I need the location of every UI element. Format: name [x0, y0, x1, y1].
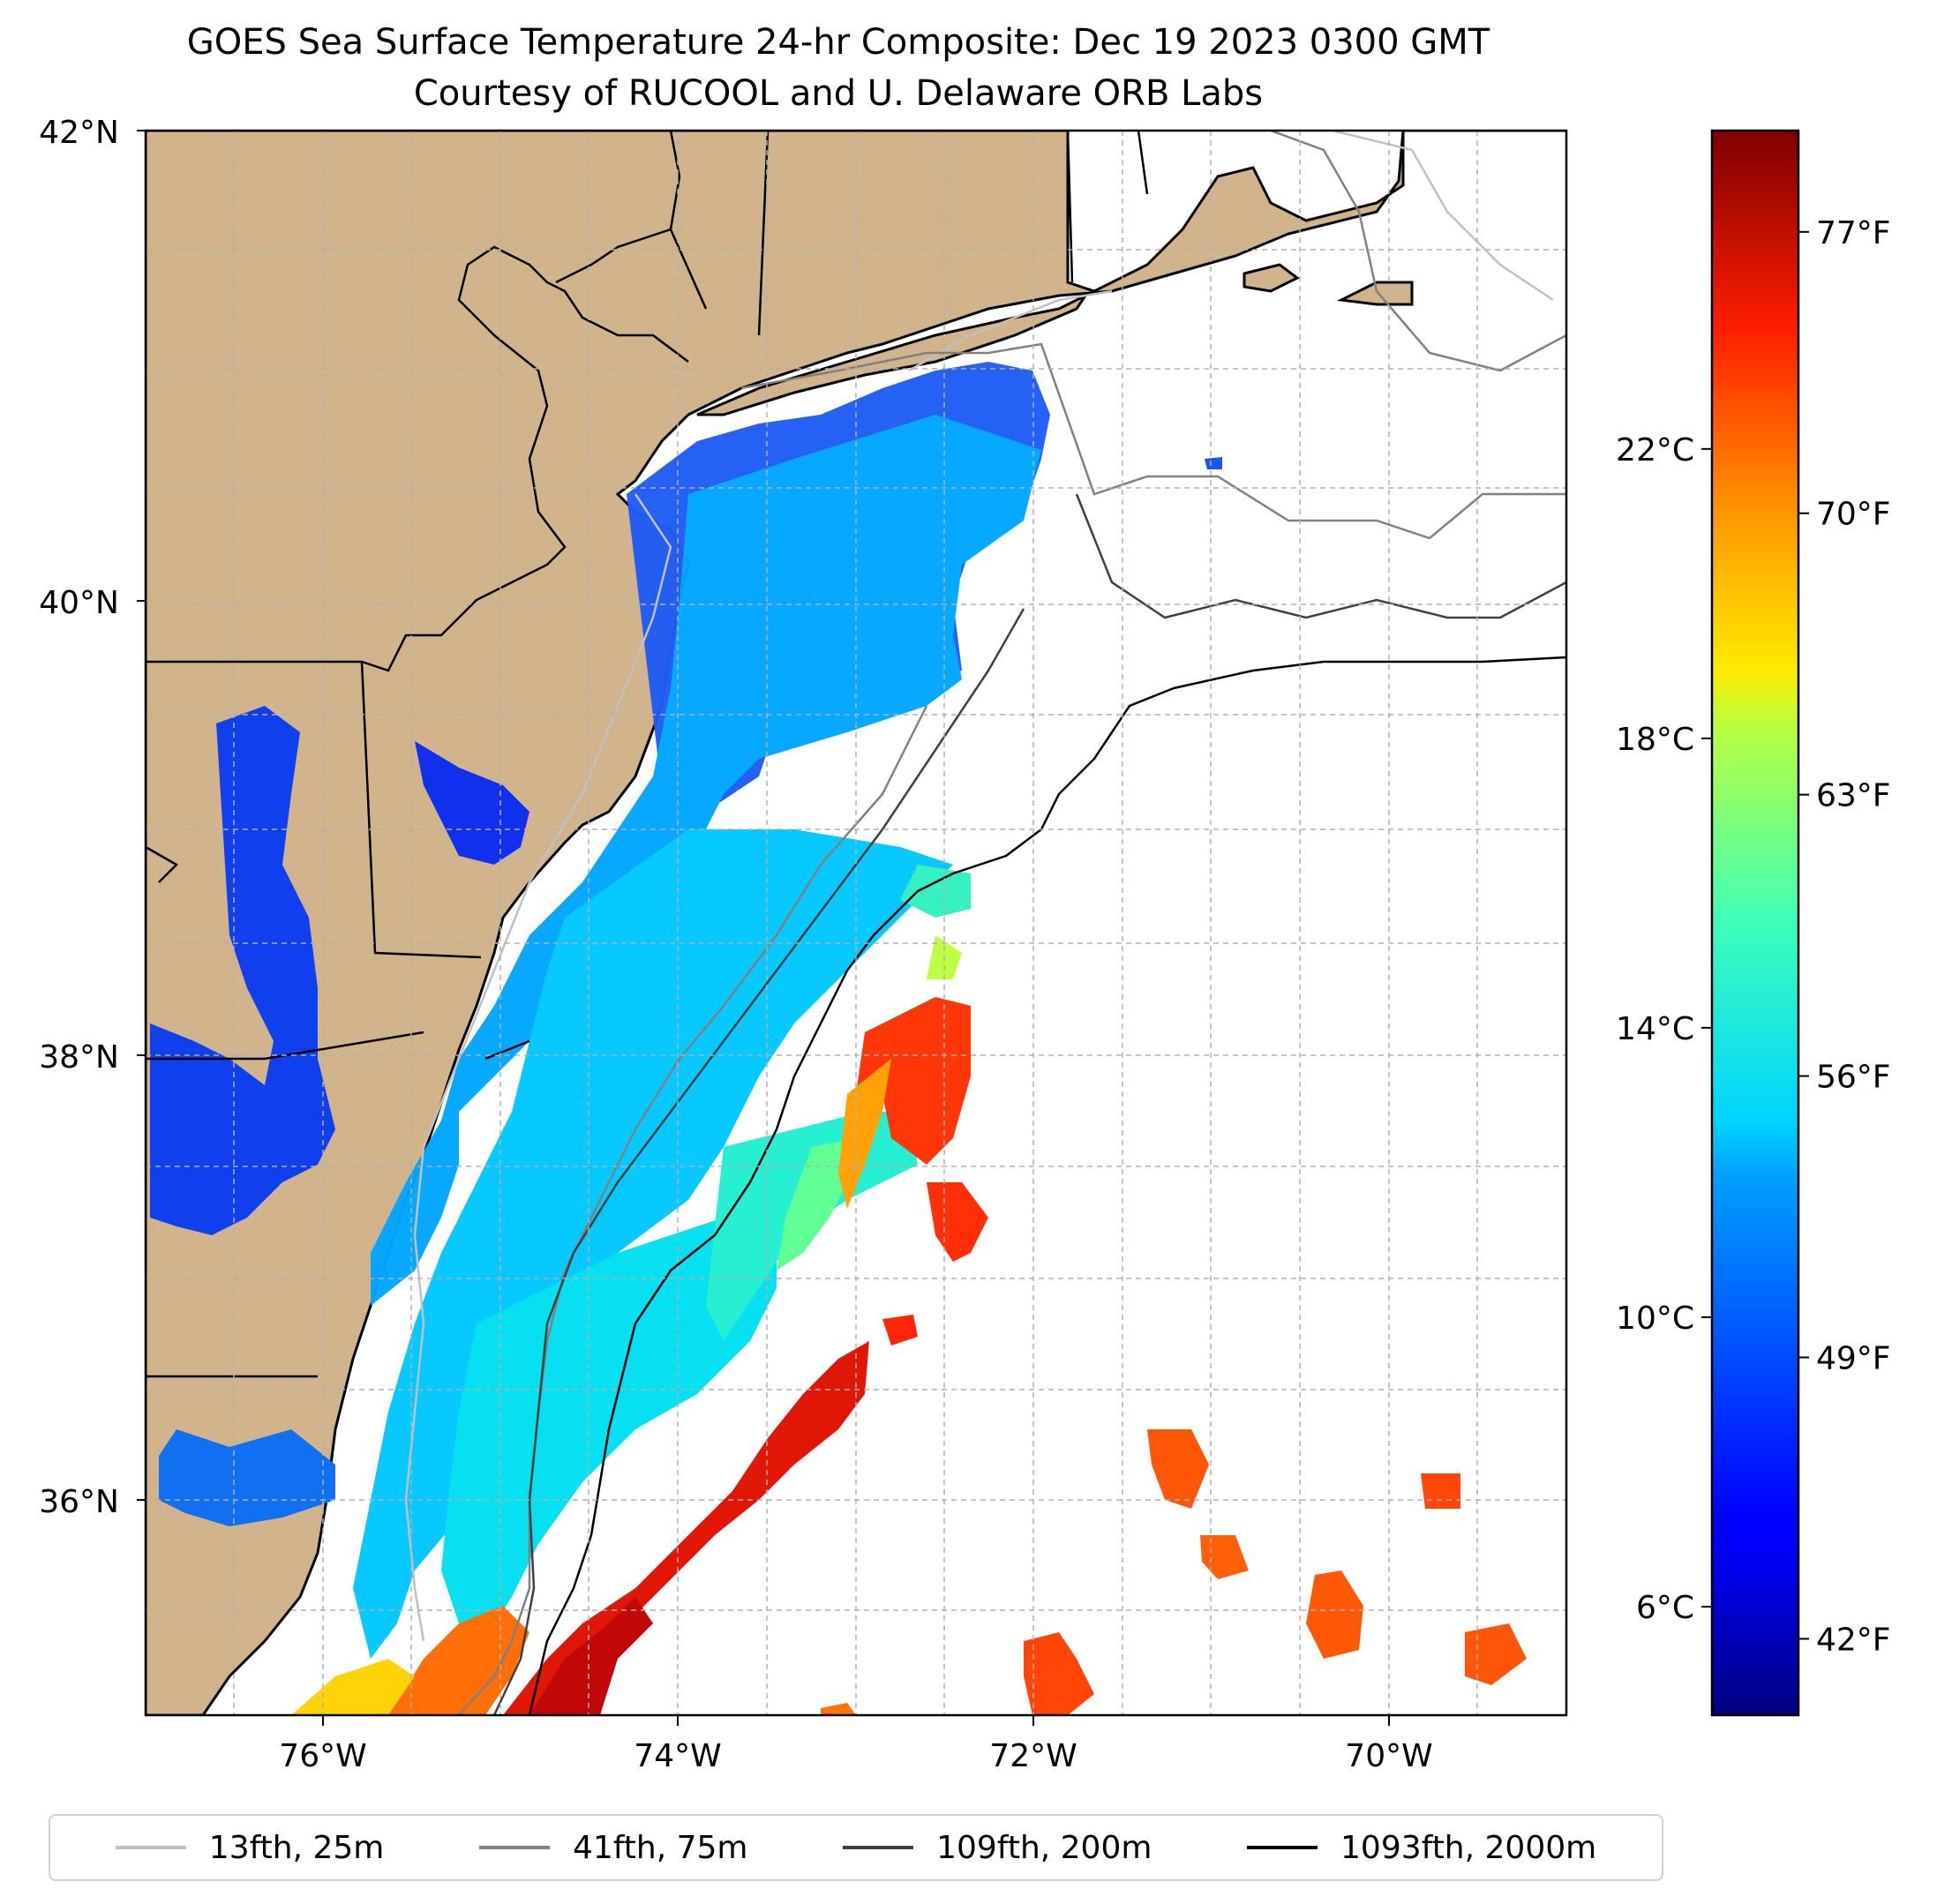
lat-ticks — [137, 130, 146, 1501]
islands — [1243, 263, 1300, 293]
cape-cod — [1336, 281, 1414, 306]
colorbar-fahrenheit-label: 77°F — [1816, 215, 1891, 251]
legend-item: 13fth, 25m — [115, 1829, 385, 1866]
colorbar — [1710, 129, 1800, 1717]
lon-label-74: 74°W — [634, 1738, 721, 1774]
legend-label-2000m: 1093fth, 2000m — [1340, 1829, 1597, 1866]
lon-label-70: 70°W — [1345, 1738, 1432, 1774]
graticule — [146, 131, 1566, 1715]
lat-label-40: 40°N — [39, 585, 119, 621]
legend-label-75m: 41fth, 75m — [572, 1829, 748, 1866]
colorbar-ticks: 22°C 18°C 14°C 10°C 6°C 77°F 70°F 63°F 56°F 49°F 4… — [1616, 215, 1890, 1659]
colorbar-celsius-label: 10°C — [1616, 1301, 1694, 1337]
legend-swatch-2000m — [1247, 1846, 1318, 1849]
legend: 13fth, 25m 41fth, 75m 109fth, 200m 1093f… — [49, 1814, 1663, 1881]
legend-label-200m: 109fth, 200m — [936, 1829, 1152, 1866]
lon-ticks — [322, 1715, 1390, 1726]
colorbar-fahrenheit-label: 70°F — [1816, 497, 1891, 533]
gulf-stream — [503, 1341, 869, 1715]
lon-label-76: 76°W — [279, 1738, 366, 1774]
colorbar-fahrenheit-label: 63°F — [1816, 778, 1891, 814]
colorbar-fahrenheit-label: 49°F — [1816, 1341, 1891, 1377]
colorbar-fahrenheit-label: 56°F — [1816, 1060, 1891, 1096]
legend-label-25m: 13fth, 25m — [208, 1829, 385, 1866]
legend-item: 109fth, 200m — [843, 1830, 1152, 1866]
state-borders — [146, 131, 1149, 1378]
colorbar-celsius-label: 6°C — [1636, 1590, 1694, 1626]
legend-item: 1093fth, 2000m — [1247, 1830, 1596, 1866]
legend-swatch-25m — [115, 1846, 186, 1849]
map-subtitle: Courtesy of RUCOOL and U. Delaware ORB L… — [413, 73, 1264, 114]
long-island — [696, 292, 1090, 416]
colorbar-celsius-label: 18°C — [1616, 722, 1694, 758]
lon-label-72: 72°W — [989, 1738, 1077, 1774]
chesapeake-mouth — [159, 1429, 335, 1526]
colorbar-fahrenheit-label: 42°F — [1816, 1622, 1891, 1658]
colorbar-celsius-label: 14°C — [1616, 1011, 1694, 1047]
chesapeake-bay — [150, 706, 335, 1235]
map-frame — [144, 129, 1568, 1717]
lat-label-38: 38°N — [39, 1039, 119, 1076]
lat-label-36: 36°N — [39, 1484, 119, 1520]
colorbar-celsius-label: 22°C — [1616, 432, 1694, 469]
legend-swatch-75m — [478, 1846, 550, 1849]
bathymetry-contours — [404, 131, 1566, 1715]
map-area — [146, 131, 1566, 1715]
lat-label-42: 42°N — [39, 115, 119, 151]
legend-item: 41fth, 75m — [478, 1829, 748, 1866]
map-title: GOES Sea Surface Temperature 24-hr Compo… — [186, 22, 1490, 63]
legend-swatch-200m — [843, 1846, 914, 1849]
